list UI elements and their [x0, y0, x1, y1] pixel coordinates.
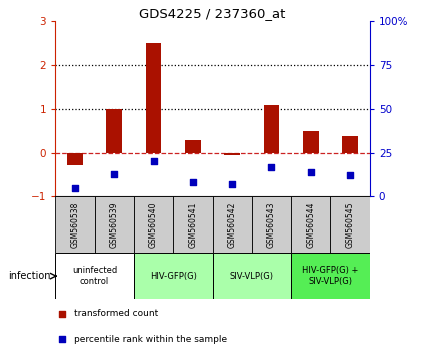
Bar	[67, 153, 83, 165]
Bar	[342, 136, 358, 153]
Text: GSM560540: GSM560540	[149, 201, 158, 248]
Bar	[94, 196, 134, 253]
Bar	[303, 131, 319, 153]
Text: percentile rank within the sample: percentile rank within the sample	[74, 335, 227, 344]
Point	[190, 179, 196, 185]
Point	[307, 169, 314, 175]
Bar	[264, 105, 279, 153]
Text: GSM560543: GSM560543	[267, 201, 276, 248]
Text: HIV-GFP(G): HIV-GFP(G)	[150, 272, 197, 281]
Bar	[173, 196, 212, 253]
Bar	[106, 109, 122, 153]
Bar	[55, 253, 134, 299]
Text: SIV-VLP(G): SIV-VLP(G)	[230, 272, 274, 281]
Text: GSM560541: GSM560541	[188, 201, 197, 248]
Text: GSM560539: GSM560539	[110, 201, 119, 248]
Point	[71, 185, 78, 190]
Point	[111, 171, 118, 177]
Bar	[55, 196, 94, 253]
Point	[58, 336, 65, 342]
Bar	[146, 43, 162, 153]
Bar	[291, 253, 370, 299]
Bar	[212, 196, 252, 253]
Bar	[291, 196, 331, 253]
Point	[150, 159, 157, 164]
Point	[58, 311, 65, 316]
Text: GSM560545: GSM560545	[346, 201, 354, 248]
Point	[268, 164, 275, 170]
Bar	[212, 253, 291, 299]
Text: HIV-GFP(G) +
SIV-VLP(G): HIV-GFP(G) + SIV-VLP(G)	[302, 267, 359, 286]
Point	[229, 181, 235, 187]
Text: infection: infection	[8, 271, 51, 281]
Bar	[134, 196, 173, 253]
Title: GDS4225 / 237360_at: GDS4225 / 237360_at	[139, 7, 286, 20]
Bar	[224, 153, 240, 155]
Bar	[185, 141, 201, 153]
Bar	[134, 253, 212, 299]
Text: GSM560538: GSM560538	[71, 201, 79, 248]
Point	[347, 173, 354, 178]
Text: transformed count: transformed count	[74, 309, 159, 318]
Bar	[331, 196, 370, 253]
Text: GSM560544: GSM560544	[306, 201, 315, 248]
Text: GSM560542: GSM560542	[228, 201, 237, 248]
Bar	[252, 196, 291, 253]
Text: uninfected
control: uninfected control	[72, 267, 117, 286]
